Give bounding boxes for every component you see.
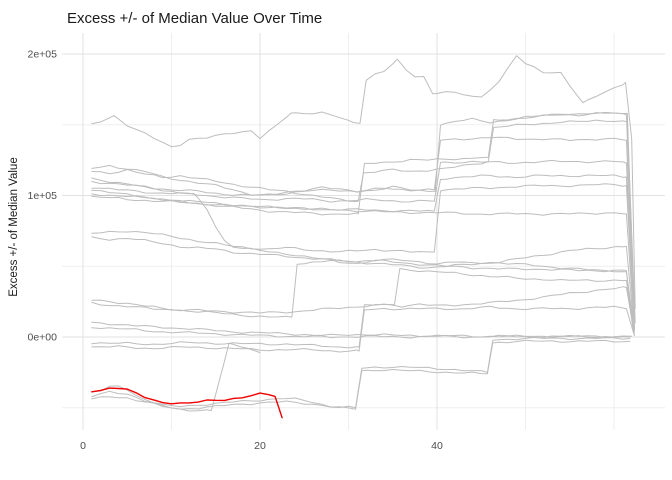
- x-tick-label: 0: [80, 440, 86, 452]
- major-gridlines: [62, 33, 665, 430]
- y-tick-label: 1e+05: [28, 190, 58, 202]
- series-line: [91, 258, 635, 331]
- series-line: [91, 159, 635, 331]
- series-line: [91, 336, 631, 409]
- series-lines: [91, 55, 636, 419]
- series-line: [91, 136, 635, 318]
- minor-gridlines: [62, 33, 665, 430]
- highlight-series-line: [91, 387, 283, 419]
- y-tick-label: 2e+05: [28, 49, 58, 61]
- series-line: [91, 193, 635, 329]
- series-line: [91, 112, 635, 321]
- y-axis-title: Excess +/- of Median Value: [8, 157, 20, 296]
- series-line: [91, 342, 261, 412]
- axis-tick-labels: 0e+00 1e+05 2e+05 0 20 40: [28, 49, 443, 453]
- series-line: [91, 111, 635, 317]
- series-line: [91, 55, 636, 310]
- x-tick-label: 20: [254, 440, 266, 452]
- series-line: [91, 174, 635, 327]
- series-line: [91, 236, 635, 332]
- y-tick-label: 0e+00: [28, 332, 58, 344]
- series-line: [91, 305, 635, 353]
- series-line: [91, 339, 631, 410]
- x-tick-label: 40: [431, 440, 443, 452]
- chart-title: Excess +/- of Median Value Over Time: [67, 10, 322, 27]
- series-line: [91, 286, 635, 349]
- series-line: [91, 183, 635, 328]
- series-line: [91, 119, 636, 324]
- series-line: [91, 321, 633, 338]
